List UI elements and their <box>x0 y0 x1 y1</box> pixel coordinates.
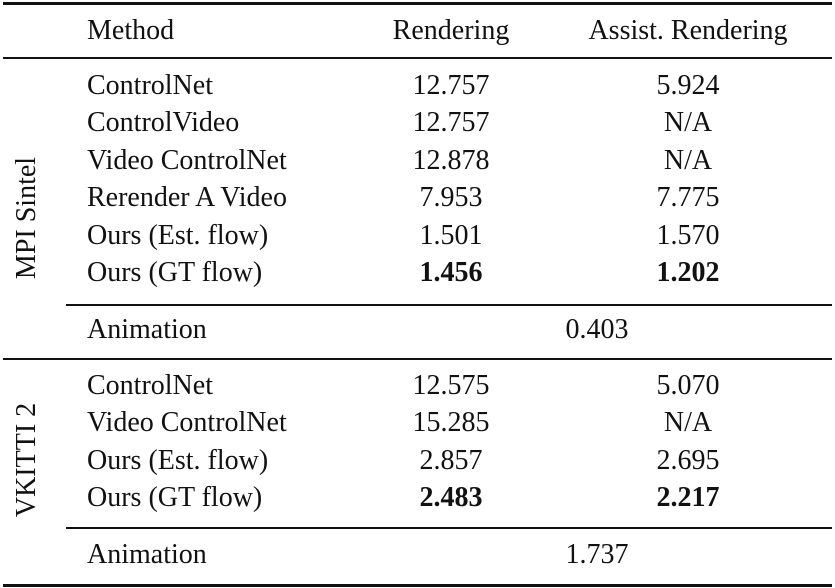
method-cell: ControlNet <box>87 70 213 101</box>
assist-rendering-cell: 2.217 <box>656 482 720 513</box>
rendering-cell: 12.757 <box>412 107 490 138</box>
assist-rendering-cell: 5.070 <box>656 370 720 401</box>
rendering-cell: 1.456 <box>419 257 483 288</box>
animation-value: 0.403 <box>565 314 629 345</box>
animation-value: 1.737 <box>565 539 629 570</box>
header-rule <box>3 57 832 59</box>
header-method: Method <box>87 15 175 46</box>
rendering-cell: 15.285 <box>412 407 490 438</box>
group-label: MPI Sintel <box>11 156 42 280</box>
assist-rendering-cell: 7.775 <box>656 182 720 213</box>
assist-rendering-cell: 2.695 <box>656 445 720 476</box>
method-cell: Rerender A Video <box>87 182 287 213</box>
method-cell: Video ControlNet <box>87 407 287 438</box>
group-mid-rule <box>66 527 832 529</box>
group-end-rule <box>3 358 832 360</box>
method-cell: Ours (GT flow) <box>87 482 263 513</box>
group-label: VKITTI 2 <box>11 402 42 518</box>
rendering-cell: 2.857 <box>419 445 483 476</box>
animation-label: Animation <box>87 314 207 345</box>
assist-rendering-cell: 5.924 <box>656 70 720 101</box>
method-cell: Ours (Est. flow) <box>87 220 269 251</box>
assist-rendering-cell: N/A <box>663 145 713 176</box>
header-assist-rendering: Assist. Rendering <box>588 15 788 46</box>
method-cell: Ours (Est. flow) <box>87 445 269 476</box>
rendering-cell: 2.483 <box>419 482 483 513</box>
assist-rendering-cell: 1.202 <box>656 257 720 288</box>
assist-rendering-cell: 1.570 <box>656 220 720 251</box>
method-cell: Video ControlNet <box>87 145 287 176</box>
group-end-rule <box>3 584 832 587</box>
rendering-cell: 12.878 <box>412 145 490 176</box>
animation-label: Animation <box>87 539 207 570</box>
group-mid-rule <box>66 304 832 306</box>
rendering-cell: 12.757 <box>412 70 490 101</box>
rendering-cell: 12.575 <box>412 370 490 401</box>
assist-rendering-cell: N/A <box>663 407 713 438</box>
rendering-cell: 7.953 <box>419 182 483 213</box>
top-rule <box>3 2 832 5</box>
header-rendering: Rendering <box>392 15 510 46</box>
rendering-cell: 1.501 <box>419 220 483 251</box>
assist-rendering-cell: N/A <box>663 107 713 138</box>
method-cell: ControlVideo <box>87 107 240 138</box>
method-cell: ControlNet <box>87 370 213 401</box>
method-cell: Ours (GT flow) <box>87 257 263 288</box>
